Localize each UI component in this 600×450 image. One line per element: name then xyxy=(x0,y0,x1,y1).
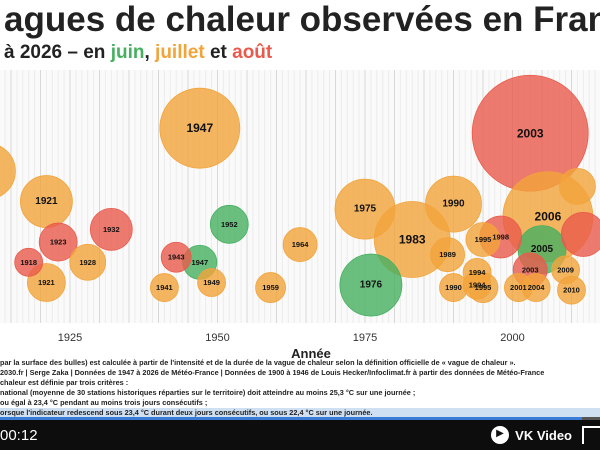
bubble-1911 xyxy=(0,145,16,197)
bubble-1923 xyxy=(38,222,78,262)
progress-fill xyxy=(0,417,582,420)
bubble-1952 xyxy=(209,204,249,244)
bubble-label: 1952 xyxy=(221,220,238,229)
vk-logo-icon xyxy=(491,426,510,444)
bubble-1932 xyxy=(89,207,133,251)
playback-time: 00:12 xyxy=(0,427,38,444)
bubble-label: 1947 xyxy=(186,121,213,135)
subtitle-and: et xyxy=(204,42,233,63)
subtitle-separator: , xyxy=(144,42,156,63)
x-tick-label: 1975 xyxy=(353,332,377,344)
bubble-1949 xyxy=(197,268,227,297)
bubble-label: 2003 xyxy=(522,265,539,274)
bubble-1995 xyxy=(465,222,501,257)
x-axis: 1925 1950 1975 2000 Année xyxy=(58,332,525,360)
bubble-1928 xyxy=(69,243,107,281)
bubble-label: 1983 xyxy=(399,233,426,247)
footnotes: par la surface des bulles) est calculée … xyxy=(0,358,600,426)
vk-video-brand[interactable]: VK Video xyxy=(491,426,572,444)
bubble-label: 1949 xyxy=(203,278,220,287)
bubble-label: 1995 xyxy=(475,235,492,244)
footnote-line: 2030.fr | Serge Zaka | Données de 1947 à… xyxy=(0,368,545,377)
bubble-label: 1941 xyxy=(156,283,173,292)
bubble-label: 1994 xyxy=(469,281,487,290)
legend-aout: août xyxy=(232,42,273,63)
bubble-label: 1943 xyxy=(168,253,185,262)
progress-bar[interactable] xyxy=(0,417,600,420)
bubble-label: 1918 xyxy=(20,258,37,267)
legend-juillet: juillet xyxy=(155,42,205,63)
x-tick-label: 1925 xyxy=(58,332,82,344)
bubble-label: 2001 xyxy=(510,283,527,292)
fullscreen-icon[interactable] xyxy=(582,426,600,444)
footnote-line: par la surface des bulles) est calculée … xyxy=(0,358,516,367)
video-player-bar: 00:12 VK Video xyxy=(0,417,600,450)
bubble-1990 xyxy=(425,175,482,233)
bubble-1994 xyxy=(462,270,492,300)
bubble-1943 xyxy=(160,241,192,273)
bubble-label: 1975 xyxy=(354,204,377,215)
footnote-line: ou égal à 23,4 °C pendant au moins trois… xyxy=(0,398,208,407)
x-tick-label: 1950 xyxy=(205,332,229,344)
bubble-label: 1989 xyxy=(439,250,456,259)
bubble-label: 1964 xyxy=(292,240,310,249)
bubble-1959 xyxy=(255,272,287,303)
legend-juin: juin xyxy=(110,42,145,63)
footnote-line: orsque l'indicateur redescend sous 23,4 … xyxy=(0,408,600,418)
bubble-1989 xyxy=(430,237,466,273)
bubble-label: 2006 xyxy=(535,210,562,224)
bubble-label: 2005 xyxy=(531,244,554,255)
bubble-1975 xyxy=(334,178,396,240)
bubble-label: 1990 xyxy=(445,283,462,292)
bubble-label: 2009 xyxy=(557,265,574,274)
bubble-2004 xyxy=(521,273,551,302)
bubble-label: 1921 xyxy=(38,278,55,287)
x-tick-label: 2000 xyxy=(500,332,524,344)
bubble-label: 1990 xyxy=(442,199,465,210)
bubble-label: 2010 xyxy=(563,286,580,295)
bubble-1964 xyxy=(282,227,318,262)
chart-bubbles: 2003 2006 1947 1983 1976 1975 1990 1921 2005 1932… xyxy=(0,74,600,317)
bubble-1976 xyxy=(339,253,403,317)
bubble-1918 xyxy=(14,247,44,277)
bubble-label: 2003 xyxy=(517,126,544,140)
subtitle-prefix: à 2026 – en xyxy=(4,42,111,63)
bubble-label: 1932 xyxy=(103,225,120,234)
bubble-label: 1921 xyxy=(35,196,58,207)
bubble-label: 1959 xyxy=(262,283,279,292)
chart-subtitle: à 2026 – en juin, juillet et août xyxy=(4,40,272,66)
chart-title: agues de chaleur observées en Franc xyxy=(4,0,600,39)
bubble-label: 1947 xyxy=(191,258,208,267)
bubble-2010 xyxy=(557,275,586,305)
bubble-label: 1994 xyxy=(469,268,487,277)
footnote-line: chaleur est définie par trois critères : xyxy=(0,378,129,387)
bubble-chart: 2003 2006 1947 1983 1976 1975 1990 1921 2005 1932… xyxy=(0,70,600,360)
bubble-1941 xyxy=(149,273,179,302)
bubble-label: 1928 xyxy=(79,258,96,267)
bubble-label: 1923 xyxy=(50,238,67,247)
bubble-label: 1976 xyxy=(360,280,383,291)
brand-label: VK Video xyxy=(515,427,572,443)
footnote-line: national (moyenne de 30 stations histori… xyxy=(0,388,416,397)
bubble-1947 xyxy=(159,87,241,169)
bubble-2012 xyxy=(560,212,600,257)
bubble-label: 2004 xyxy=(528,283,546,292)
bubble-label: 1998 xyxy=(492,232,509,241)
x-axis-label: Année xyxy=(291,346,331,360)
bubble-label: 1995 xyxy=(475,283,492,292)
bubble-2011 xyxy=(559,167,596,205)
